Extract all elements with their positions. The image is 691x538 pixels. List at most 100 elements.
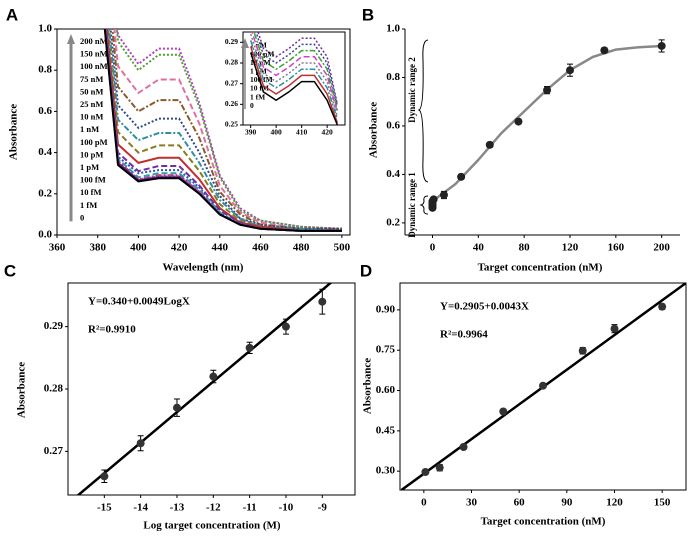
legend-label: 10 fM — [80, 187, 101, 197]
x-tick-label: 420 — [171, 242, 188, 254]
y-tick-label: 0.45 — [376, 424, 396, 436]
data-point — [318, 297, 327, 306]
x-tick-label: -10 — [279, 502, 294, 514]
legend-label: 1 pM — [80, 162, 99, 172]
y-tick-label: 0.28 — [44, 383, 64, 395]
legend-arrow-head — [241, 38, 249, 48]
panel: 360 380 400 420 440 460 480 500 0.0 0.2 0.4 0.6 0.8 1… — [6, 5, 351, 273]
data-point — [514, 117, 523, 126]
x-tick-label: 120 — [562, 242, 579, 254]
data-point — [100, 472, 109, 481]
legend-label: 10 nM — [80, 112, 103, 122]
x-tick-label: -12 — [206, 502, 221, 514]
spectrum-line — [104, 29, 342, 232]
x-tick-label: 500 — [334, 242, 351, 254]
data-point — [245, 343, 254, 352]
panel-letter: A — [6, 5, 18, 24]
spectrum-line — [113, 29, 342, 230]
spectrum-line — [106, 29, 342, 232]
spectrum-line — [249, 46, 339, 124]
annotation: Y=0.2905+0.0043X — [440, 301, 529, 313]
y-axis-label: Absorbance — [362, 358, 374, 414]
data-point — [421, 467, 430, 476]
y-tick-label: 0.27 — [225, 78, 238, 87]
x-axis-label: Target concentration (nM) — [481, 516, 606, 528]
y-tick-label: 0.8 — [386, 71, 400, 83]
panel-letter: D — [360, 261, 372, 280]
x-tick-label: 0 — [421, 497, 427, 509]
data-point — [566, 66, 574, 75]
y-axis-label: Absorbance — [8, 104, 20, 160]
y-tick-label: 0.4 — [386, 168, 400, 180]
y-tick-label: 0.4 — [38, 146, 52, 158]
x-tick-label: -15 — [97, 502, 112, 514]
x-tick-label: 60 — [514, 497, 526, 509]
x-tick-label: 360 — [49, 242, 66, 254]
y-tick-label: 0.75 — [376, 344, 396, 356]
legend-label: 1 nM — [80, 124, 99, 134]
spectrum-line — [103, 29, 342, 232]
legend-label: 1 fM — [80, 200, 97, 210]
x-tick-label: -13 — [170, 502, 185, 514]
x-tick-label: 400 — [130, 242, 147, 254]
spectrum-line — [105, 29, 342, 232]
y-tick-label: 0.30 — [376, 465, 396, 477]
data-point — [439, 191, 448, 200]
y-tick-label: 1.0 — [386, 23, 400, 35]
legend-label: 0 — [80, 212, 84, 222]
x-tick-label: 80 — [519, 242, 531, 254]
legend-label: 10 fM — [250, 84, 269, 93]
data-point — [499, 407, 508, 416]
spectrum-line — [104, 29, 342, 232]
x-tick-label: 200 — [653, 242, 670, 254]
data-point — [485, 140, 494, 149]
data-point — [435, 463, 444, 472]
annotation: Dynamic range 1 — [407, 172, 417, 238]
spectrum-line — [104, 29, 342, 232]
legend-label: 25 nM — [80, 99, 103, 109]
x-tick-label: 440 — [212, 242, 229, 254]
legend-label: 100 pM — [80, 137, 108, 147]
y-tick-label: 0.2 — [38, 187, 52, 199]
y-tick-label: 0.28 — [225, 58, 238, 67]
x-tick-label: 150 — [654, 497, 671, 509]
legend-label: 75 nM — [80, 74, 103, 84]
x-axis-label: Target concentration (nM) — [478, 262, 603, 274]
spectrum-line — [103, 29, 342, 232]
data-point — [172, 403, 181, 412]
legend-label: 100 pM — [250, 49, 274, 58]
annotation: R²=0.9964 — [440, 329, 488, 341]
y-tick-label: 0.29 — [44, 320, 64, 332]
frame — [56, 28, 351, 236]
y-tick-label: 0.2 — [386, 216, 400, 228]
data-point — [281, 322, 290, 331]
y-tick-label: 0.60 — [376, 384, 396, 396]
y-axis-label: Absorbance — [16, 362, 28, 418]
panel-letter: B — [362, 5, 374, 24]
legend-label: 150 nM — [80, 49, 108, 59]
x-tick-label: 380 — [89, 242, 106, 254]
data-point — [429, 195, 438, 204]
panel: 0 30 60 90 120 150 0.30 0.45 0.60 0.75 0.90 D Target… — [360, 261, 687, 528]
data-point — [578, 346, 587, 355]
data-point — [658, 302, 667, 311]
spectrum-line — [115, 29, 342, 230]
y-tick-label: 0.0 — [38, 229, 52, 241]
y-tick-label: 0.29 — [225, 37, 238, 46]
data-point — [136, 439, 145, 448]
spectrum-line — [109, 29, 342, 230]
legend-arrow-head — [67, 34, 75, 44]
x-tick-label: 410 — [296, 128, 308, 137]
x-tick-label: 30 — [466, 497, 478, 509]
panel: 0 40 80 120 160 200 0.2 0.4 0.6 0.8 1.0 B Target con… — [362, 5, 680, 274]
spectrum-line — [104, 29, 342, 232]
y-tick-label: 0.90 — [376, 303, 396, 315]
frame — [242, 31, 346, 126]
x-tick-label: 90 — [561, 497, 573, 509]
data-point — [457, 172, 466, 181]
spectrum-line — [251, 32, 339, 113]
frame — [399, 282, 687, 491]
x-tick-label: 460 — [252, 242, 269, 254]
spectrum-line — [111, 29, 342, 230]
